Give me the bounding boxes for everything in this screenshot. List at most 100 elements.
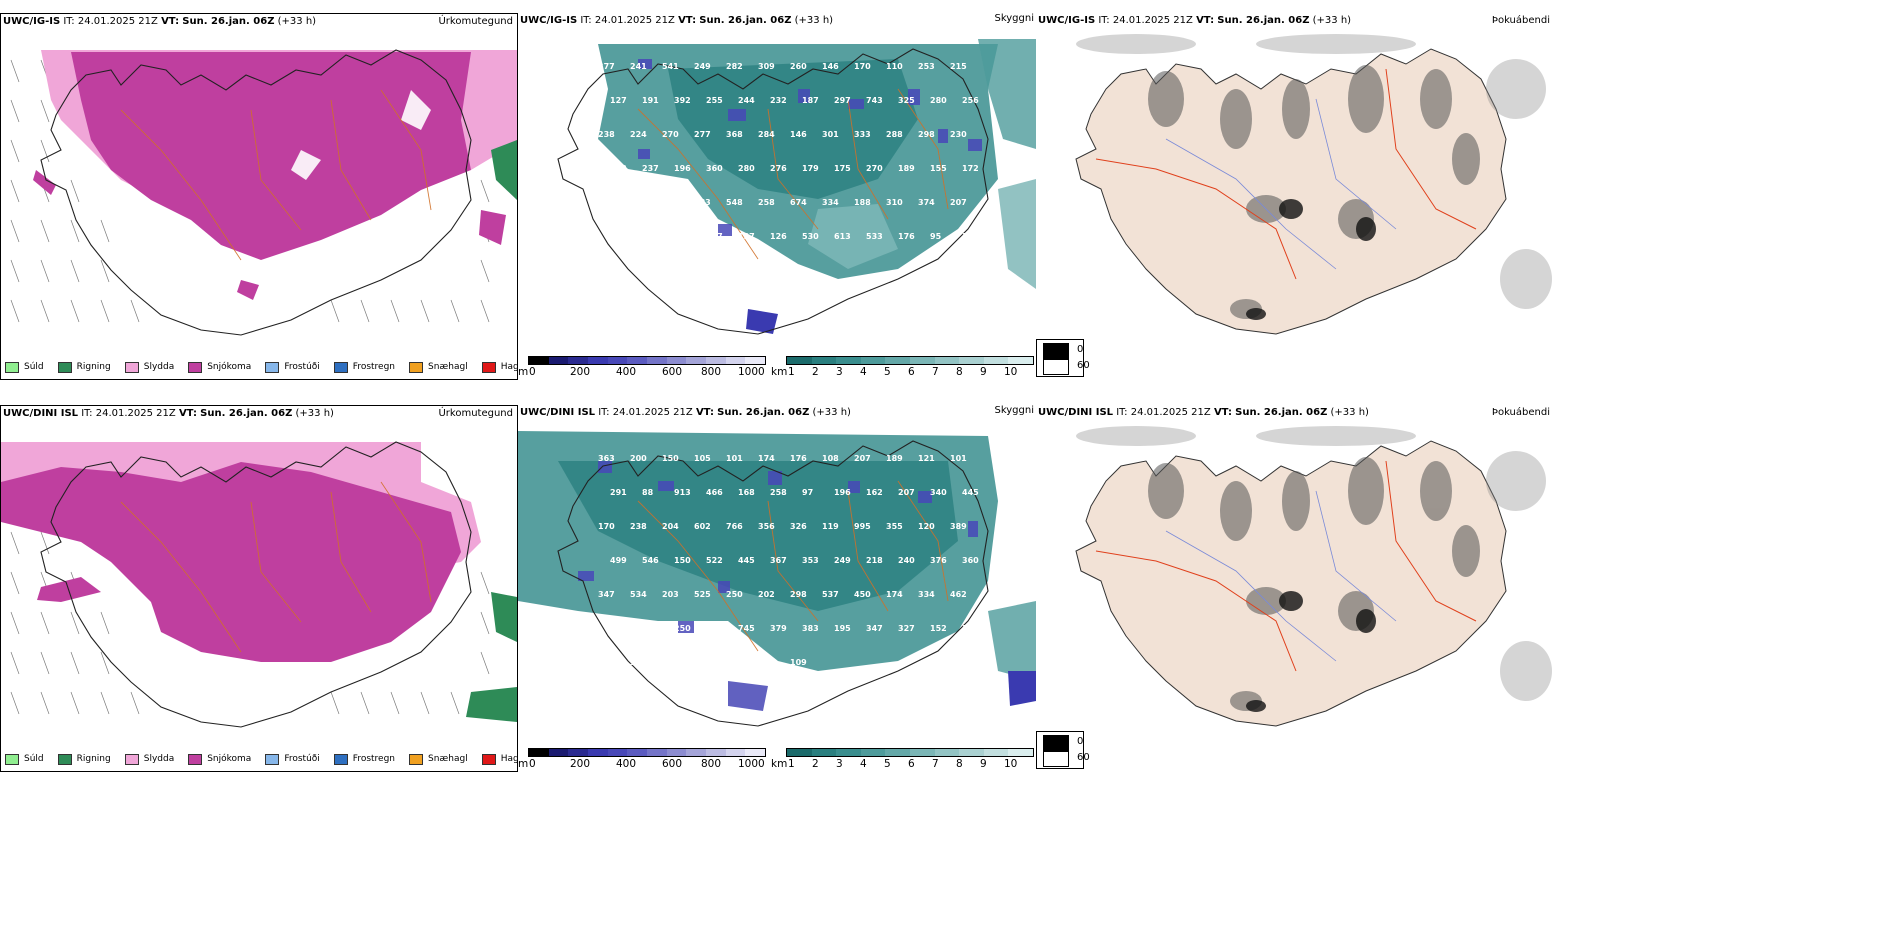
- cloud-base-label: 360: [962, 556, 979, 565]
- cloud-base-label: 537: [822, 590, 839, 599]
- cloud-base-label: 146: [962, 624, 979, 633]
- legend-swatch: [333, 753, 348, 765]
- cloud-base-label: 353: [802, 556, 819, 565]
- cloud-base-label: 170: [854, 62, 871, 71]
- cloud-base-label: 256: [962, 96, 979, 105]
- cloud-base-label: 111: [662, 658, 679, 667]
- cloud-base-label: 68: [758, 658, 770, 667]
- cloud-base-label: 258: [758, 198, 775, 207]
- cloud-base-label: 110: [886, 62, 903, 71]
- cloud-base-label: 101: [950, 454, 967, 463]
- cloud-base-label: 277: [694, 130, 711, 139]
- cloud-map: 363 200 150 105 101 174 176 108 207 189 121 101 291 8…: [518, 431, 1036, 727]
- cloud-base-label: 249: [834, 556, 851, 565]
- cloud-base-label: 283: [694, 198, 711, 207]
- fog-legend: 0 60: [1036, 731, 1090, 769]
- precip-legend: Súld Rigning Slydda Snjókoma Frostúði Fr…: [5, 751, 517, 767]
- cloud-base-label: 196: [674, 164, 691, 173]
- cloud-base-label: 276: [770, 164, 787, 173]
- legend-item: Súld: [5, 753, 44, 765]
- legend-swatch: [481, 753, 496, 765]
- cloud-base-label: 109: [790, 658, 807, 667]
- cloud-base-label: 318: [630, 658, 647, 667]
- cloud-panel-bottom: UWC/DINI ISL IT: 24.01.2025 21Z VT: Sun.…: [518, 405, 1036, 772]
- cloud-base-label: 155: [930, 164, 947, 173]
- fog-legend-swatch-60: [1043, 359, 1069, 375]
- legend-swatch: [481, 361, 496, 373]
- legend-swatch: [57, 361, 72, 373]
- legend-swatch: [409, 361, 424, 373]
- cloud-base-labels: 363 200 150 105 101 174 176 108 207 189 121 101 291 8…: [598, 454, 979, 667]
- cloud-base-label: 367: [706, 232, 723, 241]
- cloud-base-label: 249: [694, 62, 711, 71]
- cloud-base-label: 301: [822, 130, 839, 139]
- cloud-base-label: 283: [610, 164, 627, 173]
- cloud-base-label: 227: [630, 198, 647, 207]
- panel-title: Skyggni: [994, 13, 1034, 24]
- fog-legend-swatch-0: [1043, 343, 1069, 359]
- cloud-base-label: 260: [790, 62, 807, 71]
- legend-item: Súld: [5, 361, 44, 373]
- panel-title: Þokuábendi: [1491, 407, 1550, 418]
- cloud-base-label: 150: [662, 454, 679, 463]
- visibility-colorbar: km 1 2 3 4 5 6 7 8 9 10: [771, 748, 1035, 772]
- cloud-base-label: 150: [674, 556, 691, 565]
- panel-title: Þokuábendi: [1491, 15, 1550, 26]
- cloud-base-label: 444: [642, 624, 659, 633]
- cloud-base-label: 170: [598, 522, 615, 531]
- cloud-base-label: 333: [854, 130, 871, 139]
- cloud-base-label: 230: [950, 130, 967, 139]
- cloud-base-label: 179: [802, 164, 819, 173]
- legend-swatch: [5, 361, 19, 373]
- cloud-base-colorbar: m 0 200 400 600 800 1000: [518, 748, 768, 772]
- cloud-base-label: 261: [610, 232, 627, 241]
- legend-swatch: [188, 361, 203, 373]
- cloud-base-label: 126: [770, 232, 787, 241]
- cloud-base-label: 280: [930, 96, 947, 105]
- cloud-base-label: 270: [662, 130, 679, 139]
- legend-item: Frostregn: [333, 361, 395, 373]
- panel-title: Skyggni: [994, 405, 1034, 416]
- legend-item: Frostúði: [265, 753, 320, 765]
- legend-item: Snæhagl: [409, 753, 468, 765]
- precip-map: [10, 49, 517, 336]
- cloud-base-label: 548: [726, 198, 743, 207]
- cloud-base-label: 280: [738, 164, 755, 173]
- cloud-base-label: 71: [598, 266, 610, 275]
- cloud-base-label: 347: [598, 590, 615, 599]
- cloud-base-label: 174: [758, 454, 775, 463]
- legend-item: Snjókoma: [188, 753, 251, 765]
- legend-swatch: [265, 753, 280, 765]
- cloud-base-label: 207: [854, 454, 871, 463]
- cloud-base-label: 240: [898, 556, 915, 565]
- cloud-base-label: 525: [694, 590, 711, 599]
- cloud-base-label: 105: [694, 454, 711, 463]
- legend-swatch: [265, 361, 280, 373]
- legend-swatch: [188, 753, 203, 765]
- legend-item: Rigning: [57, 753, 111, 765]
- cloud-base-label: 207: [950, 198, 967, 207]
- cloud-base-label: 204: [662, 522, 679, 531]
- precip-map: [1, 441, 517, 728]
- panel-header: UWC/DINI ISL IT: 24.01.2025 21Z VT: Sun.…: [1038, 407, 1369, 418]
- cloud-base-label: 389: [950, 522, 967, 531]
- legend-item: Haglél: [481, 361, 517, 373]
- cloud-base-label: 191: [642, 96, 659, 105]
- cloud-base-label: 743: [866, 96, 883, 105]
- visibility-colorbar: km 1 2 3 4 5 6 7 8 9 10: [771, 356, 1035, 380]
- cloud-base-label: 913: [674, 488, 691, 497]
- cloud-base-label: 297: [834, 96, 851, 105]
- cloud-base-label: 462: [950, 590, 967, 599]
- cloud-base-label: 368: [726, 130, 743, 139]
- cloud-base-label: 533: [866, 232, 883, 241]
- fog-panel-top: UWC/IG-IS IT: 24.01.2025 21Z VT: Sun. 26…: [1036, 13, 1552, 380]
- cloud-base-label: 330: [706, 624, 723, 633]
- cloud-base-label: 237: [642, 164, 659, 173]
- cloud-base-label: 298: [918, 130, 935, 139]
- cloud-base-label: 215: [950, 62, 967, 71]
- cloud-base-label: 310: [886, 198, 903, 207]
- cloud-base-label: 189: [898, 164, 915, 173]
- cloud-base-label: 442: [610, 624, 627, 633]
- precip-legend: Súld Rigning Slydda Snjókoma Frostúði Fr…: [5, 359, 517, 375]
- cloud-base-label: 244: [738, 96, 755, 105]
